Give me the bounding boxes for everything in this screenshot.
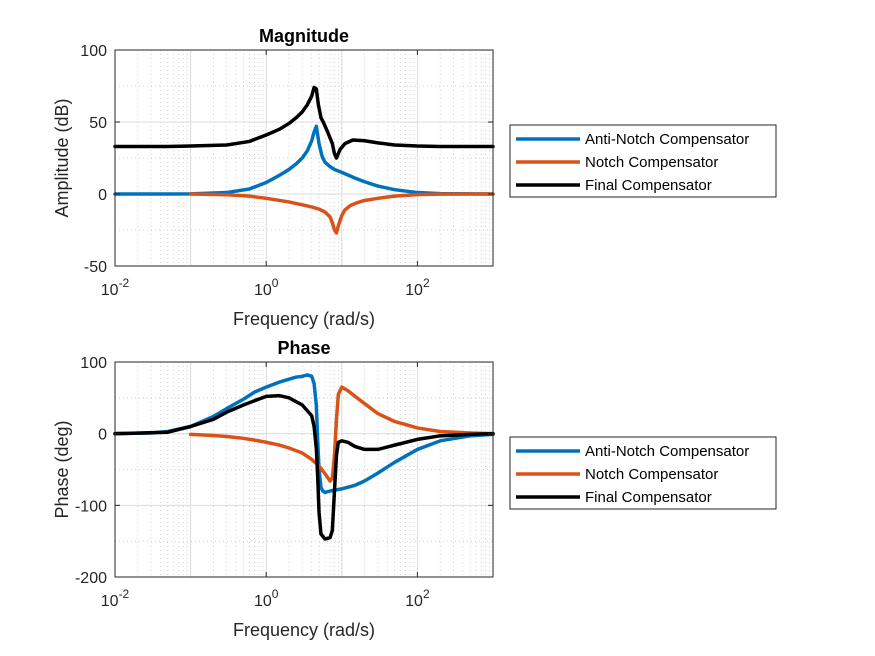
x-tick-label: 10-2 [101, 276, 130, 299]
magnitude-minor-grid [115, 50, 493, 266]
phase-y-axis-label: Phase (deg) [52, 420, 72, 518]
magnitude-axes-frame [114, 49, 494, 267]
magnitude-title: Magnitude [259, 26, 349, 46]
series-line-notch-compensator [188, 385, 495, 483]
y-tick-label: -50 [84, 259, 107, 276]
phase-minor-grid [115, 362, 493, 577]
y-tick-label: 100 [80, 355, 107, 372]
x-tick-label: 10-2 [101, 587, 130, 610]
phase-x-axis-label: Frequency (rad/s) [233, 620, 375, 640]
y-tick-label: 50 [89, 115, 107, 132]
series-line-anti-notch-compensator [113, 124, 495, 196]
y-tick-label: -100 [75, 498, 107, 515]
x-tick-label: 100 [254, 276, 279, 299]
magnitude-ticks [114, 49, 493, 267]
series-line-final-compensator [113, 85, 495, 160]
series-line-notch-compensator [188, 192, 495, 235]
magnitude-series [113, 85, 495, 235]
phase-axes-frame [114, 361, 494, 578]
magnitude-chart: -50 0 50 100 10-2 100 102 Magnitude Frequency (r… [52, 26, 777, 329]
legend-item: Anti-Notch Compensator [516, 131, 749, 148]
y-tick-label: -200 [75, 570, 107, 587]
series-line-anti-notch-compensator [113, 373, 495, 495]
legend-item: Notch Compensator [516, 154, 718, 171]
y-tick-label: 100 [80, 43, 107, 60]
legend-label: Notch Compensator [585, 154, 718, 171]
magnitude-y-axis-label: Amplitude (dB) [52, 98, 72, 217]
legend-label: Anti-Notch Compensator [585, 443, 749, 460]
phase-title: Phase [277, 338, 330, 358]
phase-legend: Anti-Notch Compensator Notch Compensator F… [509, 436, 777, 510]
phase-chart: -200 -100 0 100 10-2 100 102 Phase Frequency (ra… [52, 338, 777, 640]
legend-label: Notch Compensator [585, 466, 718, 483]
legend-item: Notch Compensator [516, 466, 718, 483]
legend-label: Final Compensator [585, 177, 712, 194]
series-line-final-compensator [113, 393, 495, 541]
legend-label: Anti-Notch Compensator [585, 131, 749, 148]
x-tick-label: 102 [405, 276, 430, 299]
phase-ticks [114, 361, 493, 578]
x-tick-label: 100 [254, 587, 279, 610]
x-tick-label: 102 [405, 587, 430, 610]
magnitude-x-axis-label: Frequency (rad/s) [233, 309, 375, 329]
legend-label: Final Compensator [585, 489, 712, 506]
y-tick-label: 0 [98, 187, 107, 204]
legend-item: Final Compensator [516, 177, 712, 194]
legend-item: Anti-Notch Compensator [516, 443, 749, 460]
y-tick-label: 0 [98, 427, 107, 444]
phase-series [113, 373, 495, 541]
magnitude-legend: Anti-Notch Compensator Notch Compensator F… [509, 124, 777, 198]
legend-item: Final Compensator [516, 489, 712, 506]
